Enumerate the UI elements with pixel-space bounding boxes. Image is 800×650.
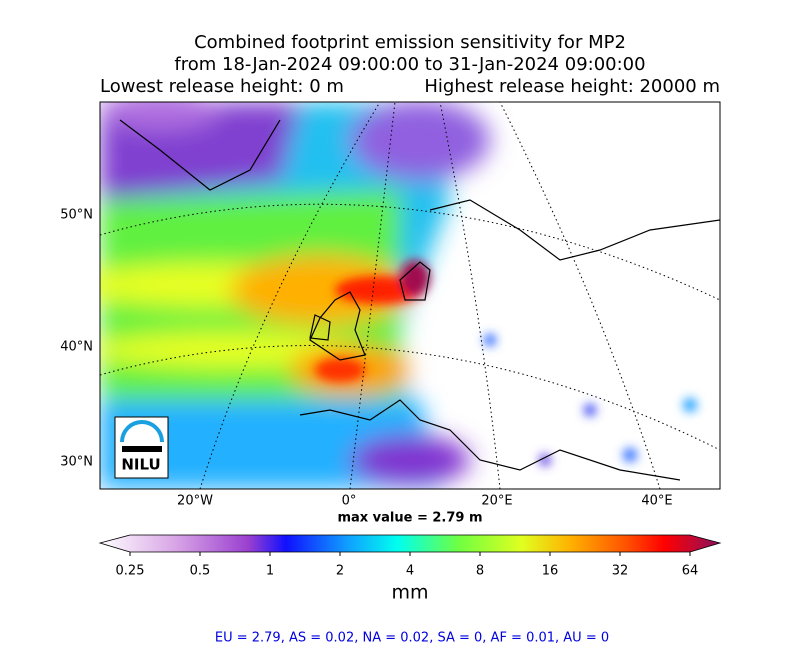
colorbar-tick-label: 0.5 xyxy=(190,564,211,579)
lat-label: 50°N xyxy=(60,208,93,223)
max-value: max value = 2.79 m xyxy=(337,511,482,526)
lon-label: 20°E xyxy=(481,494,512,509)
lat-label: 40°N xyxy=(60,340,93,355)
colorbar-tick-label: 32 xyxy=(612,564,629,579)
title-line: Combined footprint emission sensitivity … xyxy=(194,32,626,53)
lon-label: 20°W xyxy=(177,494,213,509)
logo-text: NILU xyxy=(121,456,160,474)
colorbar-tick-label: 1 xyxy=(266,564,274,579)
colorbar-tick-label: 64 xyxy=(682,564,699,579)
logo: NILU xyxy=(114,416,169,479)
title-line: Lowest release height: 0 m xyxy=(100,76,344,97)
colorbar-unit: mm xyxy=(391,582,428,604)
title-line: Highest release height: 20000 m xyxy=(424,76,720,97)
title-line: from 18-Jan-2024 09:00:00 to 31-Jan-2024… xyxy=(174,54,645,75)
lon-label: 0° xyxy=(342,494,357,509)
colorbar-tick-label: 2 xyxy=(336,564,344,579)
map-field xyxy=(100,102,720,489)
footer: EU = 2.79, AS = 0.02, NA = 0.02, SA = 0,… xyxy=(215,631,609,646)
colorbar-tick-label: 0.25 xyxy=(116,564,145,579)
colorbar-tick-label: 4 xyxy=(406,564,414,579)
lon-label: 40°E xyxy=(641,494,672,509)
colorbar xyxy=(98,534,722,553)
colorbar-tick-label: 16 xyxy=(542,564,559,579)
colorbar-tick-label: 8 xyxy=(476,564,484,579)
map-frame xyxy=(99,101,721,490)
lat-label: 30°N xyxy=(60,455,93,470)
